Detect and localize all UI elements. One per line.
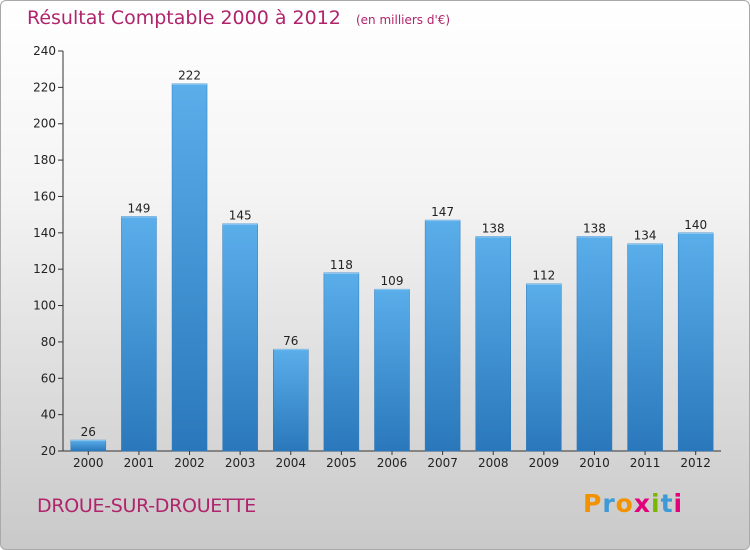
chart-title-block: Résultat Comptable 2000 à 2012 (en milli… xyxy=(27,7,450,29)
data-label-2005: 118 xyxy=(330,258,353,272)
logo-letter: P xyxy=(583,489,603,518)
bar-2012 xyxy=(677,232,714,452)
logo-letter: i xyxy=(651,489,661,518)
bar-2003 xyxy=(222,223,258,452)
y-tick-label: 220 xyxy=(33,80,56,94)
data-label-2006: 109 xyxy=(381,274,404,288)
y-tick-label: 160 xyxy=(33,189,56,203)
bar-2005 xyxy=(323,272,360,452)
data-label-2003: 145 xyxy=(229,209,252,223)
x-tick-label-2006: 2006 xyxy=(377,456,408,470)
chart-subtitle: (en milliers d'€) xyxy=(355,13,451,27)
bar-2004 xyxy=(273,348,309,452)
y-tick-label: 180 xyxy=(33,153,56,167)
bar-2001 xyxy=(121,216,157,452)
bar-2009 xyxy=(526,283,562,452)
bar-2007 xyxy=(424,219,461,452)
y-tick-label: 40 xyxy=(41,408,56,422)
chart-title: Résultat Comptable 2000 à 2012 xyxy=(27,7,341,29)
x-tick-label-2010: 2010 xyxy=(579,456,610,470)
y-tick-label: 60 xyxy=(41,371,56,385)
x-tick-label-2009: 2009 xyxy=(529,456,560,470)
data-label-2007: 147 xyxy=(431,205,454,219)
bar-2008 xyxy=(475,236,511,452)
x-tick-label-2003: 2003 xyxy=(225,456,256,470)
logo-letter: i xyxy=(673,489,684,518)
x-tick-label-2000: 2000 xyxy=(73,456,104,470)
bar-2002 xyxy=(171,83,208,452)
bar-2000 xyxy=(70,439,107,452)
data-label-2001: 149 xyxy=(127,201,150,215)
y-tick-label: 80 xyxy=(41,335,56,349)
data-label-2008: 138 xyxy=(482,221,505,235)
bar-2010 xyxy=(576,236,613,452)
logo-letter: x xyxy=(633,489,651,518)
logo-letter: t xyxy=(660,489,674,518)
y-tick-label: 20 xyxy=(41,444,56,458)
commune-name: DROUE-SUR-DROUETTE xyxy=(37,495,256,517)
data-label-2004: 76 xyxy=(283,334,298,348)
y-tick-label: 100 xyxy=(33,299,56,313)
data-label-2010: 138 xyxy=(583,221,606,235)
bar-2011 xyxy=(627,243,663,452)
x-tick-label-2002: 2002 xyxy=(174,456,205,470)
y-tick-label: 120 xyxy=(33,262,56,276)
bar-2006 xyxy=(374,288,410,452)
x-tick-label-2004: 2004 xyxy=(275,456,306,470)
data-label-2009: 112 xyxy=(532,269,555,283)
logo-letter: o xyxy=(615,489,634,518)
data-label-2000: 26 xyxy=(81,425,96,439)
x-tick-label-2007: 2007 xyxy=(427,456,458,470)
y-tick-label: 200 xyxy=(33,117,56,131)
proxiti-logo: Proxiti xyxy=(583,489,683,518)
x-tick-label-2012: 2012 xyxy=(680,456,711,470)
y-tick-label: 140 xyxy=(33,226,56,240)
y-tick-label: 240 xyxy=(33,44,56,58)
data-label-2011: 134 xyxy=(634,229,657,243)
data-label-2002: 222 xyxy=(178,69,201,83)
data-label-2012: 140 xyxy=(684,218,707,232)
x-tick-label-2001: 2001 xyxy=(124,456,155,470)
x-tick-label-2008: 2008 xyxy=(478,456,509,470)
x-tick-label-2011: 2011 xyxy=(630,456,661,470)
logo-letter: r xyxy=(602,489,616,518)
x-tick-label-2005: 2005 xyxy=(326,456,357,470)
